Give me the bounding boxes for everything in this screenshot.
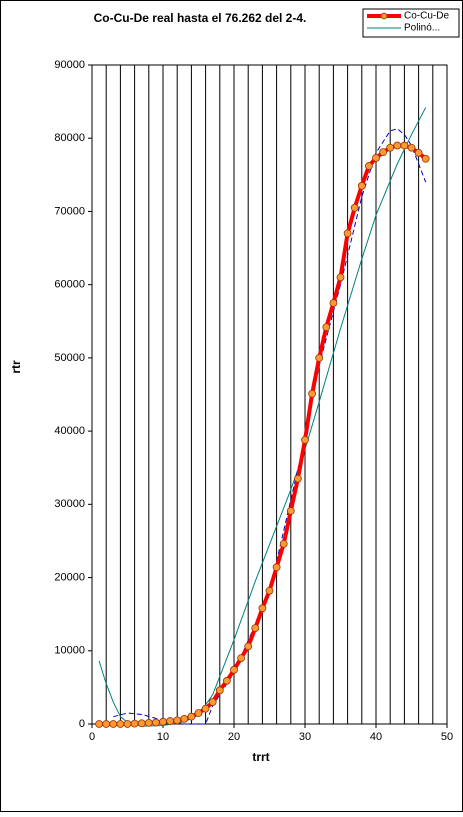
data-point (336, 273, 345, 282)
data-point (265, 586, 274, 595)
data-point (393, 141, 402, 150)
data-point (109, 720, 118, 728)
x-tick-label: 10 (157, 731, 169, 743)
data-point (421, 154, 430, 163)
data-point (180, 714, 189, 723)
data-point (244, 642, 253, 651)
data-point (286, 507, 295, 515)
y-tick-label: 90000 (54, 59, 85, 71)
data-point (187, 712, 196, 721)
data-point (372, 154, 380, 162)
data-point (166, 717, 175, 725)
data-point (123, 720, 132, 728)
y-tick-label: 0 (79, 718, 85, 730)
data-point (230, 665, 238, 674)
data-point (194, 709, 203, 717)
data-point (137, 719, 146, 728)
data-point (95, 720, 103, 728)
data-point (308, 389, 317, 398)
data-point (414, 148, 423, 157)
y-tick-label: 10000 (54, 645, 85, 657)
x-tick-label: 20 (228, 731, 240, 743)
y-tick-label: 50000 (54, 352, 85, 364)
y-tick-label: 30000 (54, 498, 85, 510)
data-point (343, 229, 352, 238)
data-point (301, 435, 309, 444)
data-point (357, 181, 366, 190)
y-tick-label: 20000 (54, 571, 85, 583)
legend-marker (380, 12, 388, 20)
data-point (407, 143, 416, 152)
data-point (350, 203, 359, 212)
data-point (151, 718, 160, 727)
data-point (379, 148, 388, 157)
x-tick-label: 30 (299, 731, 311, 743)
data-point (329, 299, 338, 307)
data-point (258, 604, 267, 613)
chart-title: Co-Cu-De real hasta el 76.262 del 2-4. (94, 11, 307, 25)
y-tick-label: 70000 (54, 205, 85, 217)
data-point (386, 143, 395, 152)
data-point (237, 654, 246, 662)
data-point (272, 563, 281, 572)
x-axis-label: trrt (252, 750, 269, 764)
y-axis-label: rtr (9, 360, 23, 374)
y-tick-label: 80000 (54, 132, 85, 144)
data-point (144, 719, 153, 727)
data-point (173, 716, 182, 725)
y-tick-label: 40000 (54, 425, 85, 437)
data-point (130, 719, 139, 728)
data-point (251, 624, 260, 632)
y-tick-label: 60000 (54, 279, 85, 291)
data-point (208, 698, 217, 706)
x-tick-label: 50 (441, 731, 453, 743)
legend-label: Co-Cu-De (404, 11, 449, 22)
data-point (102, 720, 111, 728)
data-point (293, 474, 302, 483)
data-point (116, 720, 125, 728)
data-point (159, 717, 167, 726)
series-line (98, 107, 427, 727)
legend-label: Polinó... (404, 23, 440, 34)
data-point (215, 686, 224, 695)
legend-box (362, 8, 460, 38)
data-point (279, 539, 288, 548)
data-point (315, 353, 324, 362)
x-tick-label: 0 (89, 731, 95, 743)
x-tick-label: 40 (370, 731, 382, 743)
data-point (322, 323, 331, 332)
data-point (364, 162, 373, 170)
data-point (201, 704, 210, 713)
data-point (400, 141, 409, 150)
data-point (222, 676, 231, 685)
